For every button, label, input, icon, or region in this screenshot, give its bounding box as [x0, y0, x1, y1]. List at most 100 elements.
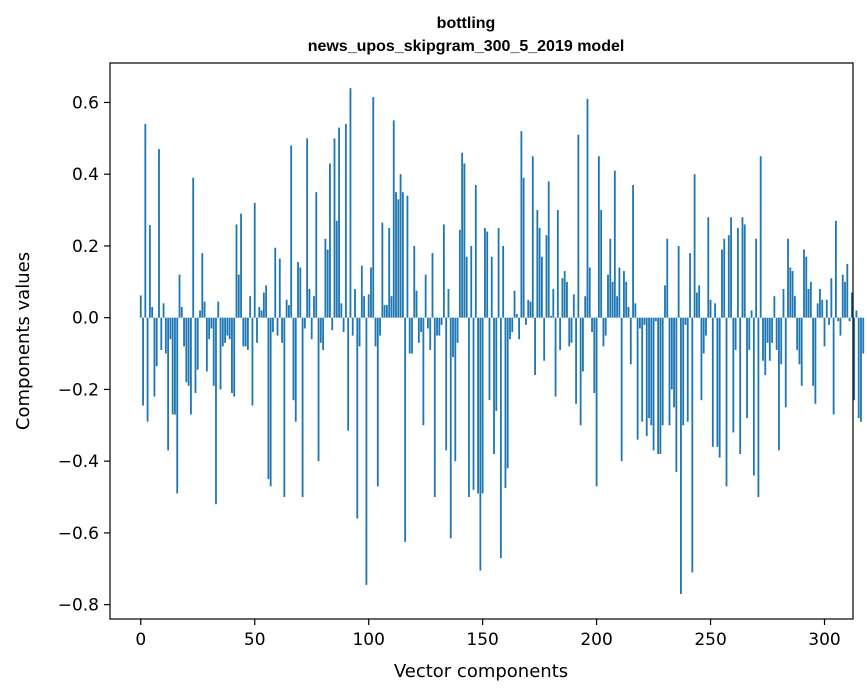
- bar: [771, 317, 773, 343]
- bar: [144, 123, 147, 318]
- bar: [725, 317, 728, 487]
- bar: [379, 317, 381, 336]
- bar: [190, 317, 192, 415]
- bar: [807, 288, 810, 318]
- bar: [386, 305, 388, 318]
- bar: [559, 317, 562, 350]
- bar: [746, 317, 748, 419]
- bar: [727, 235, 730, 318]
- bar: [716, 317, 719, 447]
- bar: [367, 294, 370, 318]
- bar: [739, 317, 742, 454]
- bar: [675, 317, 678, 472]
- bar: [721, 249, 723, 318]
- bar: [484, 228, 486, 318]
- bar: [276, 317, 279, 336]
- bar: [317, 317, 320, 462]
- bar: [636, 317, 639, 440]
- bar: [586, 98, 589, 318]
- bar: [841, 274, 844, 318]
- bar: [347, 317, 350, 431]
- bar: [853, 317, 856, 401]
- bar: [597, 156, 600, 318]
- bar: [267, 317, 270, 480]
- x-tick-label: 100: [352, 630, 384, 650]
- bar: [452, 317, 454, 358]
- y-tick-label: 0.6: [72, 93, 99, 113]
- bar: [447, 288, 450, 318]
- y-tick-label: −0.2: [58, 380, 99, 400]
- bar: [819, 288, 821, 318]
- bar: [392, 120, 395, 318]
- bar: [762, 317, 764, 361]
- bar: [288, 305, 290, 318]
- bar: [648, 317, 650, 419]
- bar: [623, 271, 625, 318]
- bar: [187, 317, 190, 386]
- bar: [319, 317, 322, 343]
- bar: [445, 317, 448, 451]
- bar: [324, 238, 327, 318]
- bar: [415, 290, 418, 318]
- bar: [490, 256, 493, 318]
- bar: [711, 317, 714, 447]
- bar: [465, 256, 468, 318]
- bar: [609, 238, 612, 318]
- bar: [260, 310, 263, 318]
- bar: [411, 317, 413, 354]
- bar: [616, 296, 619, 318]
- bar: [458, 229, 461, 318]
- bar: [536, 210, 539, 318]
- bar: [778, 317, 780, 451]
- bar: [308, 288, 311, 318]
- bar: [463, 163, 466, 318]
- bar: [354, 288, 356, 318]
- bar: [664, 285, 666, 318]
- bar: [477, 317, 479, 494]
- bar: [164, 317, 167, 354]
- bar: [554, 317, 557, 397]
- bar: [752, 317, 755, 476]
- bar: [759, 156, 762, 318]
- bar: [456, 317, 459, 343]
- x-tick-label: 300: [808, 630, 840, 650]
- bar: [736, 228, 739, 318]
- bar: [340, 303, 343, 318]
- bar: [525, 317, 527, 325]
- bar: [620, 317, 623, 462]
- bar: [269, 317, 272, 487]
- bar: [358, 317, 361, 347]
- bar: [401, 192, 404, 318]
- bar: [677, 245, 680, 318]
- bar: [755, 238, 758, 318]
- x-tick-label: 250: [694, 630, 726, 650]
- bar: [511, 317, 514, 333]
- bar: [652, 317, 655, 451]
- y-tick-label: −0.4: [58, 452, 99, 472]
- bar: [326, 249, 329, 318]
- x-tick-label: 150: [466, 630, 498, 650]
- bar: [743, 224, 746, 318]
- bar: [297, 262, 299, 318]
- bar: [249, 296, 252, 318]
- bar: [600, 210, 603, 318]
- bar: [142, 317, 144, 406]
- bar: [196, 317, 199, 370]
- bar: [299, 267, 302, 318]
- bar: [680, 317, 682, 594]
- bar: [531, 156, 534, 318]
- bar: [360, 265, 363, 318]
- bar: [534, 317, 536, 376]
- bar: [185, 317, 188, 383]
- bar: [709, 299, 712, 318]
- bar: [582, 317, 584, 372]
- bar: [155, 317, 158, 367]
- bar: [798, 317, 801, 365]
- bar: [246, 317, 249, 350]
- bar: [253, 202, 256, 318]
- bar: [834, 220, 837, 318]
- bar: [285, 299, 288, 318]
- bar: [397, 199, 400, 318]
- bar: [714, 303, 717, 318]
- bar: [812, 317, 815, 386]
